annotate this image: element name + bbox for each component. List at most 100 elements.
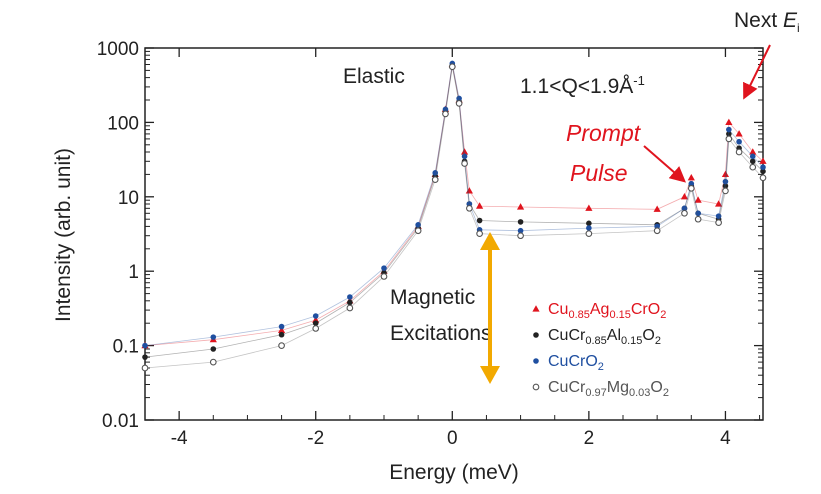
data-point [141, 364, 149, 372]
data-point [517, 219, 524, 225]
data-point [586, 220, 592, 227]
elastic-annotation: Elastic [343, 65, 405, 88]
data-point [432, 170, 439, 176]
data-point [681, 209, 688, 217]
data-point [760, 168, 766, 175]
y-tick-label: 10 [118, 188, 139, 209]
y-axis-title: Intensity (arb. unit) [52, 148, 75, 322]
data-point [456, 95, 462, 102]
data-point [209, 358, 217, 366]
magnetic-annotation: Magnetic [390, 286, 475, 309]
legend-marker [533, 332, 539, 338]
legend-marker [533, 358, 539, 364]
data-point [415, 222, 421, 228]
data-point [749, 163, 757, 171]
data-point [476, 217, 483, 224]
data-point [517, 232, 524, 240]
series-line [144, 66, 764, 369]
y-tick-label: 100 [107, 113, 139, 134]
data-point [749, 153, 756, 160]
data-point [725, 118, 733, 125]
data-point [725, 135, 733, 143]
data-point [461, 160, 468, 167]
q-range-annotation: 1.1<Q<1.9Å-1 [520, 73, 645, 98]
data-point [722, 183, 729, 189]
data-point [687, 184, 695, 192]
series-line [144, 63, 764, 346]
data-point [278, 323, 285, 330]
next-ei-annotation: Next Ei [734, 9, 800, 35]
series-layer [141, 60, 767, 372]
data-point [466, 204, 473, 212]
legend-label: CuCrO2 [548, 353, 604, 373]
data-point [476, 230, 483, 237]
data-point [516, 203, 525, 210]
data-point [585, 204, 593, 211]
pulse-annotation: Pulse [570, 160, 628, 186]
prompt-pulse-arrow [643, 145, 687, 183]
data-point [381, 265, 387, 271]
data-point [431, 176, 439, 184]
data-point [687, 174, 695, 181]
data-point [142, 354, 148, 360]
data-point [736, 138, 742, 145]
data-point [460, 148, 469, 155]
y-tick-label: 0.01 [102, 411, 139, 432]
x-axis: -4 -2 0 2 4 [144, 48, 761, 449]
x-tick-label: -4 [171, 428, 188, 449]
data-point [380, 273, 388, 280]
y-tick-label: 1 [128, 262, 139, 283]
data-point [735, 130, 743, 137]
data-point [721, 170, 730, 178]
data-point [749, 158, 756, 165]
data-point [680, 193, 689, 200]
magnetic-arrow [480, 232, 500, 384]
data-point [278, 342, 285, 349]
data-point [210, 334, 217, 340]
legend-label: CuCr0.97Mg0.03O2 [548, 379, 669, 399]
data-point [142, 342, 148, 349]
data-point [312, 325, 320, 332]
data-point [448, 63, 456, 71]
data-point [347, 294, 353, 300]
data-point [681, 205, 688, 212]
data-point [414, 227, 422, 235]
data-point [653, 205, 661, 212]
data-point [278, 331, 285, 338]
data-point [347, 299, 353, 306]
series-4 [141, 63, 767, 372]
data-point [695, 210, 701, 217]
y-tick-label: 1000 [97, 39, 139, 60]
y-axis: 0.01 0.1 1 10 100 1000 [97, 39, 763, 432]
data-point [346, 304, 354, 312]
data-point [312, 313, 319, 319]
data-point [715, 219, 722, 226]
data-point [760, 164, 766, 170]
legend-marker [532, 305, 540, 312]
data-point [277, 326, 286, 334]
prompt-annotation: Prompt [566, 120, 642, 146]
data-point [312, 320, 319, 327]
series-2 [142, 62, 766, 360]
data-point [465, 187, 473, 194]
plot-frame [144, 47, 764, 421]
data-point [442, 106, 449, 113]
data-point [715, 213, 722, 219]
data-point [476, 202, 484, 209]
data-point [210, 346, 217, 352]
data-point [688, 180, 695, 187]
data-point [759, 157, 767, 164]
series-line [144, 65, 764, 358]
data-point [735, 148, 743, 156]
data-point [461, 153, 468, 160]
legend-marker [532, 383, 540, 391]
data-point [517, 227, 524, 234]
data-point [455, 100, 463, 107]
data-point [586, 225, 592, 231]
next-ei-arrow [743, 44, 771, 100]
data-point [715, 200, 723, 207]
x-axis-title: Energy (meV) [389, 461, 519, 484]
legend: Cu0.85Ag0.15CrO2 CuCr0.85Al0.15O2 CuCrO2 Cu… [532, 301, 669, 399]
data-point [653, 227, 661, 235]
